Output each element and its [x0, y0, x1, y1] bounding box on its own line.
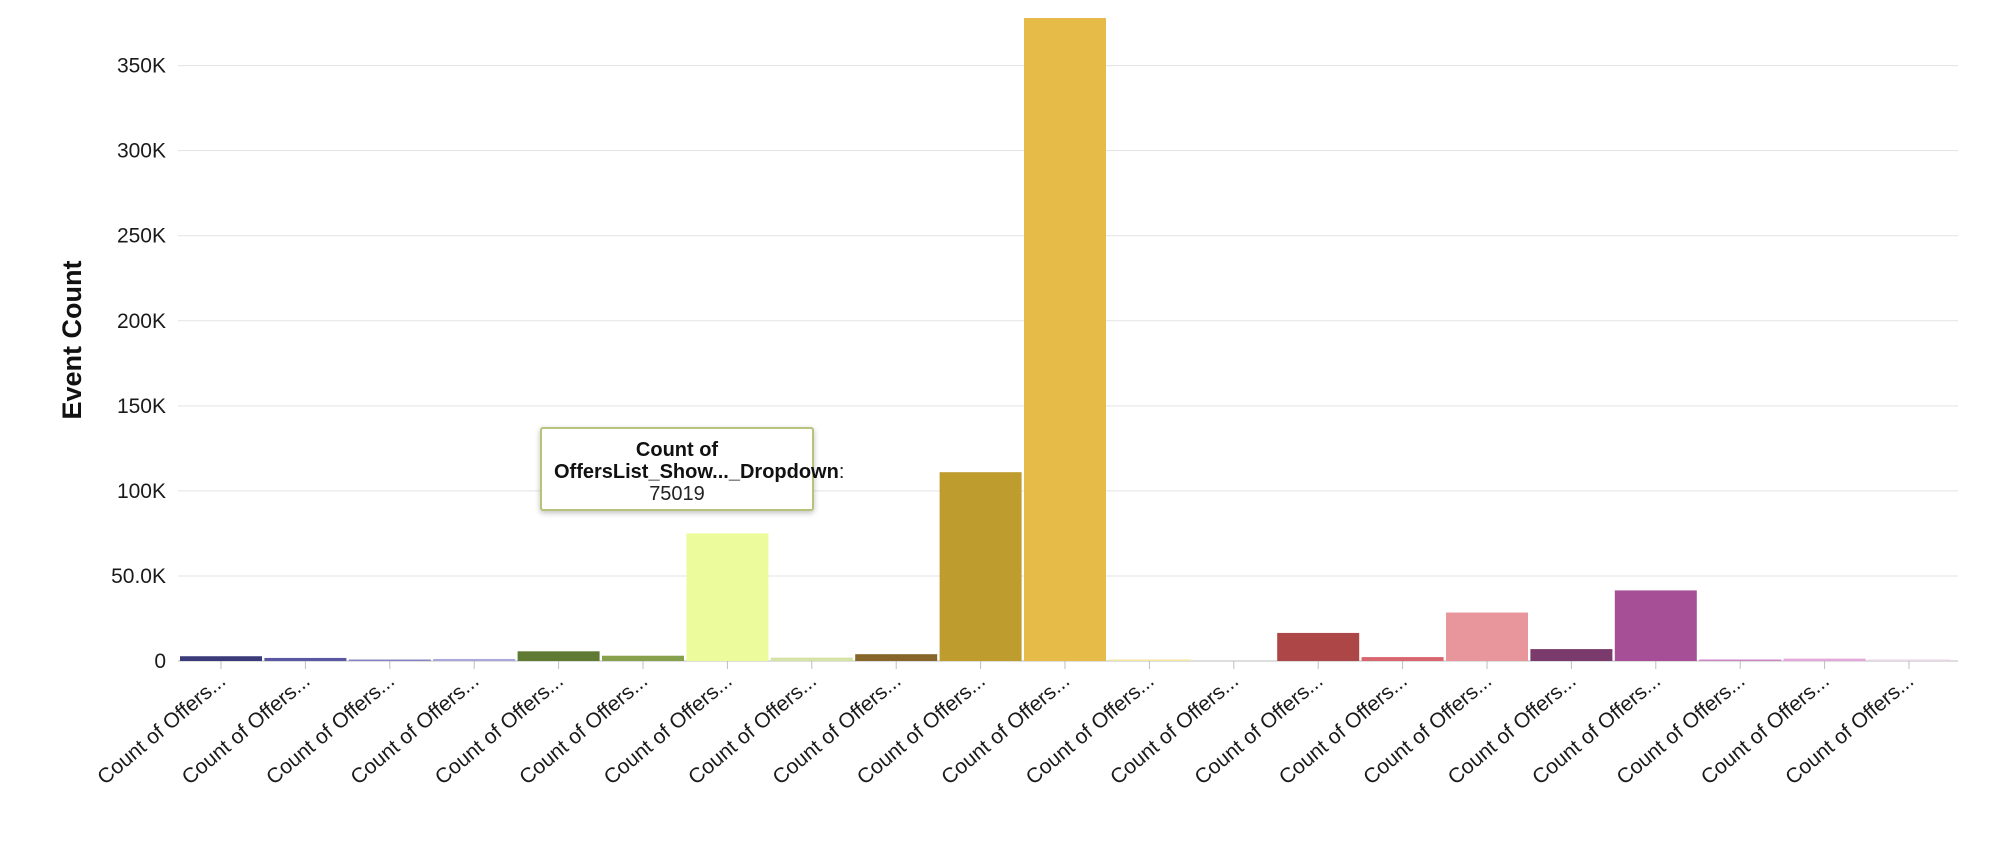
bar[interactable]	[517, 651, 600, 661]
y-tick-label: 350K	[117, 55, 166, 78]
bar-tooltip: Count of OffersList_Show..._Dropdown: 75…	[540, 427, 844, 511]
y-axis-ticks: 0 50.0K 100K 150K 200K 250K 300K 350K	[111, 55, 166, 673]
bar[interactable]	[1868, 659, 1950, 662]
bar[interactable]	[1614, 590, 1697, 661]
bar[interactable]	[855, 654, 938, 661]
bar[interactable]	[1699, 659, 1782, 662]
bar[interactable]	[939, 472, 1022, 661]
bars	[180, 18, 1950, 661]
bar[interactable]	[1277, 632, 1360, 661]
bar[interactable]	[348, 659, 431, 662]
y-tick-label: 200K	[117, 310, 166, 333]
y-tick-label: 150K	[117, 395, 166, 418]
tooltip-series-name: Count of OffersList_Show..._Dropdown	[554, 439, 839, 483]
bar[interactable]	[770, 657, 853, 661]
bar[interactable]	[602, 655, 684, 661]
bar[interactable]	[1108, 659, 1191, 662]
bar[interactable]	[180, 656, 262, 661]
y-axis-title: Event Count	[57, 260, 87, 419]
bar[interactable]	[1783, 658, 1866, 661]
bar[interactable]	[1530, 649, 1613, 661]
bar[interactable]	[1024, 18, 1106, 661]
tooltip-value: 75019	[649, 483, 705, 505]
x-axis-ticks: Count of Offers...Count of Offers...Coun…	[93, 661, 1918, 789]
bar[interactable]	[433, 658, 516, 661]
y-tick-label: 50.0K	[111, 565, 166, 588]
y-tick-label: 100K	[117, 480, 166, 503]
y-tick-label: 0	[154, 650, 166, 673]
bar[interactable]	[264, 657, 347, 661]
y-tick-label: 300K	[117, 140, 166, 163]
y-tick-label: 250K	[117, 225, 166, 248]
bar[interactable]	[1446, 612, 1528, 661]
bar[interactable]	[686, 533, 769, 661]
bar[interactable]	[1361, 657, 1444, 661]
